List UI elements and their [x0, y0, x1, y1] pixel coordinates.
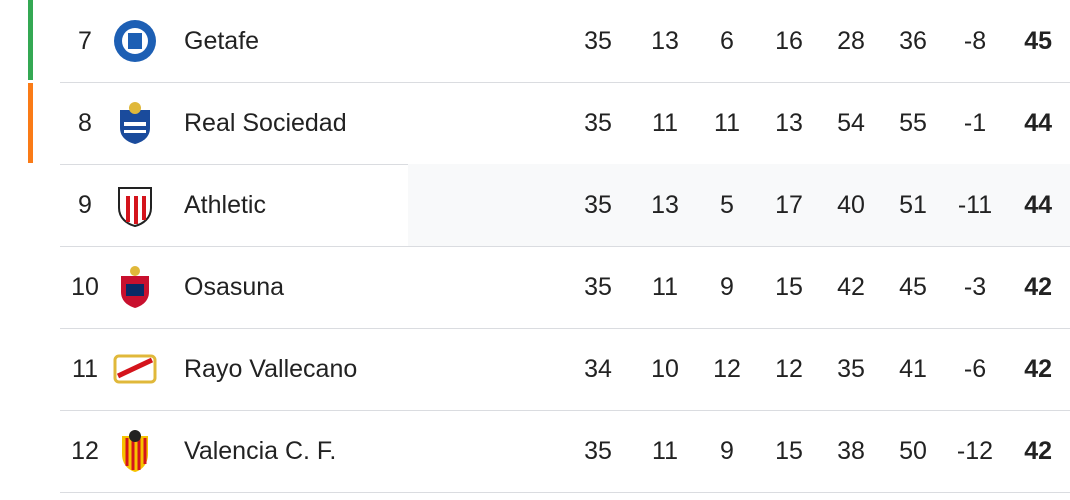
table-row: 7 Getafe 35 13 6 16 28 36 -8 45: [60, 0, 1070, 83]
qualification-marker: [28, 0, 33, 80]
stat: 55: [899, 109, 927, 137]
stat: 38: [837, 437, 865, 465]
stat: 15: [775, 273, 803, 301]
points: 42: [1024, 355, 1052, 383]
stat: 45: [899, 273, 927, 301]
stat: 51: [899, 191, 927, 219]
team-name: Osasuna: [184, 273, 285, 301]
points: 42: [1024, 273, 1052, 301]
team-logo: [118, 187, 152, 228]
stat: 12: [775, 355, 803, 383]
stat: 15: [775, 437, 803, 465]
stat: 35: [584, 273, 612, 301]
team-logo: [113, 354, 157, 384]
points: 42: [1024, 437, 1052, 465]
stat: 36: [899, 27, 927, 55]
stat: 16: [775, 27, 803, 55]
rank: 11: [72, 355, 98, 383]
table-row: 8 Real Sociedad 35 11 11 13 54 55 -1 44: [60, 82, 1070, 165]
stat: 6: [720, 27, 734, 55]
team-name: Getafe: [184, 27, 260, 55]
stat: 40: [837, 191, 865, 219]
rank: 10: [71, 273, 99, 301]
stat: 13: [775, 109, 803, 137]
points: 44: [1024, 191, 1052, 219]
stat: 10: [651, 355, 679, 383]
rank: 8: [78, 109, 92, 137]
stat: 13: [651, 191, 679, 219]
stat: 13: [651, 27, 679, 55]
stat: -12: [956, 437, 994, 465]
stat: 28: [837, 27, 865, 55]
stat: -8: [963, 27, 987, 55]
stat: 35: [837, 355, 865, 383]
row-highlight: [408, 164, 1070, 246]
points: 45: [1024, 27, 1052, 55]
stat: 11: [652, 437, 678, 465]
stat: 35: [584, 27, 612, 55]
stat: 35: [584, 437, 612, 465]
stat: 17: [775, 191, 803, 219]
table-row: 10 Osasuna 35 11 9 15 42 45 -3 42: [60, 246, 1070, 329]
stat: 34: [584, 355, 612, 383]
stat: 11: [714, 109, 740, 137]
team-name: Real Sociedad: [184, 109, 347, 137]
stat: -3: [963, 273, 987, 301]
stat: 11: [652, 273, 678, 301]
team-name: Valencia C. F.: [184, 437, 337, 465]
stat: 9: [720, 437, 734, 465]
stat: 12: [713, 355, 741, 383]
stat: 50: [899, 437, 927, 465]
stat: 54: [837, 109, 865, 137]
team-logo: [122, 430, 148, 472]
table-row: 9 Athletic 35 13 5 17 40 51 -11 44: [60, 164, 1070, 247]
stat: 41: [899, 355, 927, 383]
stat: 35: [584, 191, 612, 219]
stat: -6: [963, 355, 987, 383]
stat: 9: [720, 273, 734, 301]
team-logo: [121, 266, 149, 308]
stat: 5: [720, 191, 734, 219]
rank: 9: [78, 191, 92, 219]
stat: 35: [584, 109, 612, 137]
qualification-marker: [28, 83, 33, 163]
table-row: 12 Valencia C. F. 35 11 9 15 38 50 -12 42: [60, 410, 1070, 493]
team-name: Rayo Vallecano: [184, 355, 358, 383]
team-logo: [120, 102, 150, 144]
stat: 11: [652, 109, 678, 137]
stat: 42: [837, 273, 865, 301]
team-logo: [114, 20, 156, 62]
rank: 7: [78, 27, 92, 55]
team-name: Athletic: [184, 191, 266, 219]
stat: -11: [957, 191, 993, 219]
rank: 12: [71, 437, 99, 465]
table-row: 11 Rayo Vallecano 34 10 12 12 35 41 -6 42: [60, 328, 1070, 411]
points: 44: [1024, 109, 1052, 137]
stat: -1: [963, 109, 987, 137]
